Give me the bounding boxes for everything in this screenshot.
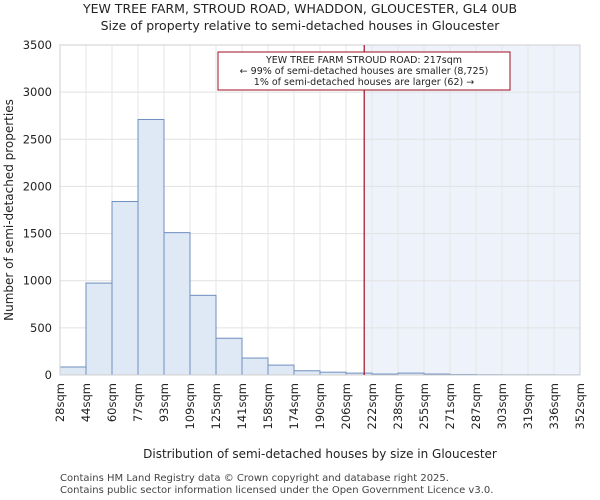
- histogram-bar: [111, 201, 139, 376]
- plot-frame: [59, 44, 581, 376]
- annotation-box: [217, 51, 511, 91]
- histogram-bar: [163, 232, 191, 376]
- histogram-bar: [267, 364, 295, 376]
- y-tick-label: 2500: [23, 132, 52, 146]
- x-tick-label: 303sqm: [495, 383, 509, 429]
- histogram-bar: [241, 357, 269, 376]
- x-axis-label: Distribution of semi-detached houses by …: [143, 447, 497, 461]
- x-tick-label: 287sqm: [469, 383, 483, 429]
- annotation-text: ← 99% of semi-detached houses are smalle…: [240, 66, 489, 77]
- y-tick-label: 1000: [23, 274, 52, 288]
- x-tick-label: 238sqm: [391, 383, 405, 429]
- x-tick-label: 141sqm: [235, 383, 249, 429]
- histogram-bar: [85, 282, 113, 376]
- x-tick-label: 352sqm: [573, 383, 587, 429]
- y-tick-label: 1500: [23, 227, 52, 241]
- chart-subtitle: Size of property relative to semi-detach…: [100, 18, 500, 33]
- footer-licence: Contains public sector information licen…: [60, 485, 494, 496]
- y-tick-label: 2000: [23, 179, 52, 193]
- y-tick-label: 500: [30, 321, 52, 335]
- histogram-bar: [137, 118, 165, 376]
- x-tick-label: 44sqm: [79, 383, 93, 422]
- y-tick-label: 0: [45, 368, 52, 382]
- x-tick-label: 319sqm: [521, 383, 535, 429]
- y-axis-label: Number of semi-detached properties: [2, 99, 16, 321]
- chart-title: YEW TREE FARM, STROUD ROAD, WHADDON, GLO…: [82, 1, 518, 16]
- y-tick-label: 3000: [23, 85, 52, 99]
- annotation-text: 1% of semi-detached houses are larger (6…: [254, 77, 474, 88]
- x-tick-label: 206sqm: [339, 383, 353, 429]
- x-tick-label: 77sqm: [131, 383, 145, 422]
- x-tick-label: 158sqm: [261, 383, 275, 429]
- x-tick-label: 125sqm: [209, 383, 223, 429]
- x-tick-label: 28sqm: [53, 383, 67, 422]
- annotation-text: YEW TREE FARM STROUD ROAD: 217sqm: [265, 55, 462, 66]
- x-tick-label: 174sqm: [287, 383, 301, 429]
- larger-region-shade: [364, 45, 580, 375]
- x-tick-label: 109sqm: [183, 383, 197, 429]
- x-tick-label: 255sqm: [417, 383, 431, 429]
- histogram-bar: [59, 366, 87, 376]
- histogram-bar: [293, 370, 321, 376]
- x-tick-label: 190sqm: [313, 383, 327, 429]
- x-tick-label: 93sqm: [157, 383, 171, 422]
- x-tick-label: 222sqm: [365, 383, 379, 429]
- y-tick-label: 3500: [23, 38, 52, 52]
- footer-copyright: Contains HM Land Registry data © Crown c…: [60, 473, 449, 484]
- x-tick-label: 60sqm: [105, 383, 119, 422]
- histogram-bar: [189, 294, 217, 376]
- histogram-bar: [215, 337, 243, 376]
- x-tick-label: 271sqm: [443, 383, 457, 429]
- x-tick-label: 336sqm: [547, 383, 561, 429]
